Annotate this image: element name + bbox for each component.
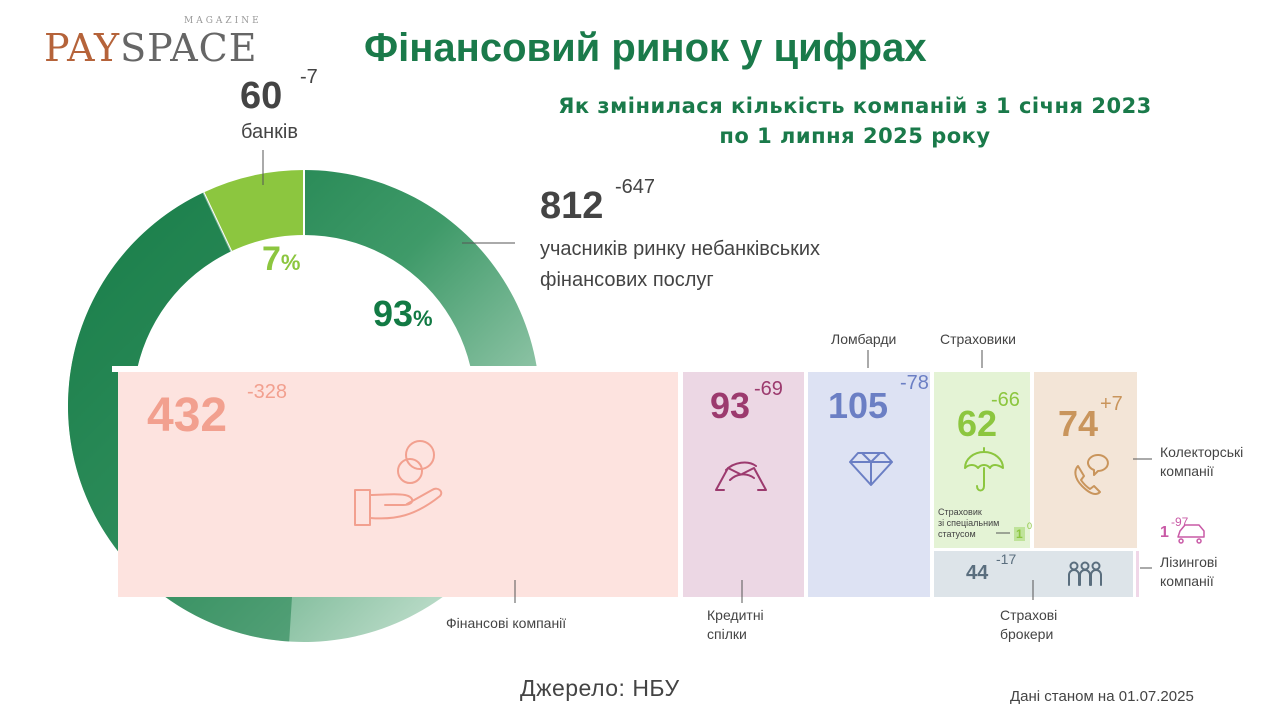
umbrella-icon [964,447,1004,492]
leasing-caption: Лізингові компанії [1160,553,1217,591]
special-insurer-count: 1 [1014,527,1025,541]
diamond-shape [849,452,893,486]
collectors-caption-1: Колекторські [1160,444,1244,460]
logo-pay: PAY [44,26,121,70]
leasing-caption-2: компанії [1160,573,1214,589]
nbfs-share-sign: % [413,306,433,331]
person-body [1090,569,1102,586]
collectors-caption-2: компанії [1160,463,1214,479]
credit-caption-2: спілки [707,626,747,642]
leasing-caption-1: Лізингові [1160,554,1218,570]
banks-label: банків [241,121,298,143]
finance-count: 432 [147,389,228,442]
payspace-logo: MAGAZINE PAYSPACE [44,14,264,72]
handshake-shape [715,461,767,491]
collectors-count: 74 [1058,403,1099,444]
leasing-count: 1 [1160,524,1169,541]
credit-caption-1: Кредитні [707,607,764,623]
credit-caption: Кредитні спілки [707,606,764,644]
brokers-change: -17 [996,551,1017,567]
nbfs-share-value: 93 [373,293,414,334]
hand-palm [369,487,443,520]
special-insurer-label-2: зі спеціальним [938,518,1000,528]
subtitle-line-1: Як змінилася кількість компаній з 1 січн… [558,94,1152,118]
hand-cuff [354,489,371,526]
insurers-count: 62 [957,403,998,444]
banks-count: 60 [240,75,283,117]
handshake-icon [715,461,767,491]
brokers-count: 44 [966,562,989,584]
tile-icons [354,440,1205,586]
tile-top-gap [112,366,684,372]
finance-caption: Фінансові компанії [446,615,567,631]
phone-shape [1074,465,1101,495]
pawn-count: 105 [828,385,889,426]
logo-space: SPACE [120,26,258,70]
person-body [1068,569,1080,586]
special-insurer-label-1: Страховик [938,507,982,517]
as-of-date: Дані станом на 01.07.2025 [1010,688,1194,705]
person-body [1079,569,1091,586]
credit-count: 93 [710,385,751,426]
car-shape [1177,524,1205,544]
insurers-tile [934,372,1030,548]
chat-bubble [1087,454,1109,476]
page-title: Фінансовий ринок у цифрах [364,26,927,70]
leasing-tile [1136,551,1139,597]
coins-hand-icon [354,440,443,526]
credit-change: -69 [754,378,783,400]
insurers-caption: Страховики [940,331,1016,347]
nbfs-label-line-2: фінансових послуг [540,269,714,291]
banks-share-value: 7 [262,240,281,278]
collectors-change: +7 [1100,393,1123,415]
nbfs-share: 93% [373,293,433,335]
banks-change: -7 [300,66,318,88]
pawn-change: -78 [900,372,929,394]
pawn-caption: Ломбарди [831,331,897,347]
special-insurer-label-3: статусом [938,529,976,539]
source-note: Джерело: НБУ [520,675,680,701]
collectors-caption: Колекторські компанії [1160,443,1243,481]
finance-tile [118,372,678,597]
people-icon [1068,561,1102,586]
credit-tile [683,372,804,597]
umbrella-shape [964,447,1004,492]
special-insurer-label: Страховик зі спеціальним статусом [938,507,999,540]
subtitle-line-2: по 1 липня 2025 року [719,124,991,148]
nbfs-count: 812 [540,185,604,227]
nbfs-label-line-1: учасників ринку небанківських [540,238,821,260]
company-tiles [112,366,1139,597]
finance-change: -328 [247,381,288,403]
nbfs-label: учасників ринку небанківських фінансових… [540,234,920,296]
coin-top [405,440,435,470]
banks-share: 7% [262,240,300,279]
coin-bottom [397,458,423,484]
brokers-caption-1: Страхові [1000,607,1058,623]
insurers-change: -66 [991,389,1020,411]
banks-slice [203,170,304,252]
brokers-caption: Страхові брокери [1000,606,1057,644]
special-insurer-change: 0 [1027,521,1033,531]
diamond-icon [849,452,893,486]
pawn-tile [808,372,930,597]
leader-lines [262,150,1152,603]
nbfs-change: -647 [615,176,656,198]
banks-share-sign: % [280,250,301,275]
brokers-caption-2: брокери [1000,626,1054,642]
car-icon [1177,524,1205,544]
page-subtitle: Як змінилася кількість компаній з 1 січн… [510,91,1200,151]
collectors-tile [1034,372,1137,548]
logo-magazine-text: MAGAZINE [184,16,262,26]
leasing-change: -97 [1171,515,1189,529]
phone-chat-icon [1074,454,1109,495]
logo-wordmark: PAYSPACE [44,26,257,70]
